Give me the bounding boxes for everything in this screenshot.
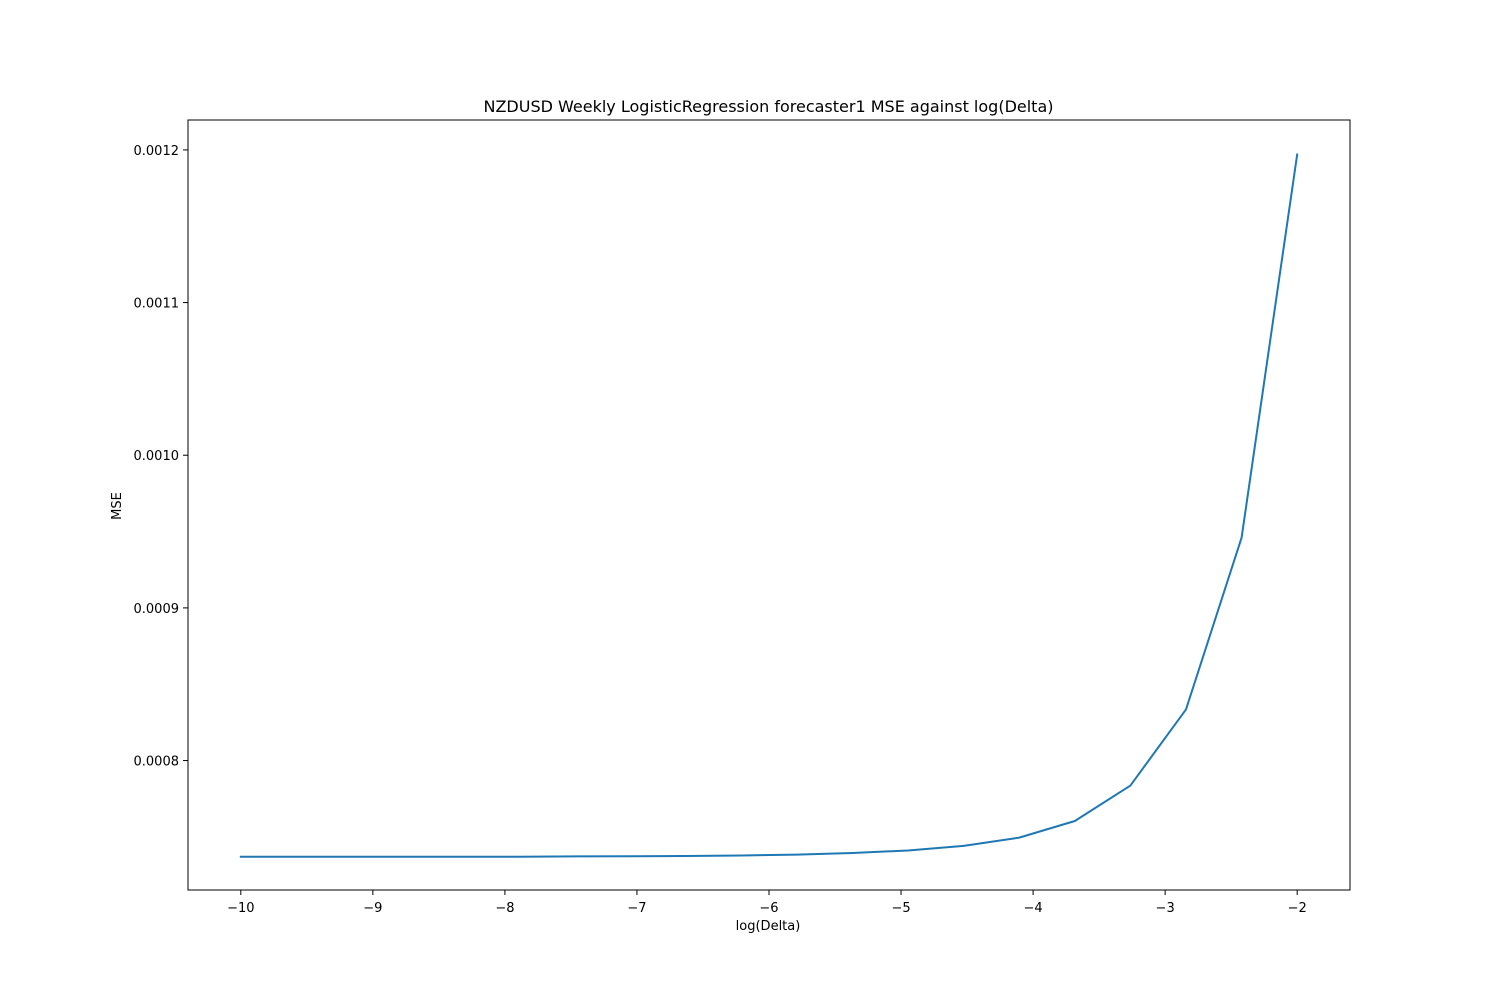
chart-title: NZDUSD Weekly LogisticRegression forecas… [484,97,1054,116]
plot-frame [187,119,1351,891]
x-axis-label: log(Delta) [736,919,801,934]
series-line-0 [239,153,1299,858]
y-tick-label: 0.0009 [134,602,180,617]
y-tick-label: 0.0008 [134,755,180,770]
x-axis: −10 −9 −8 −7 −6 −5 −4 −3 −2 [227,890,1307,916]
x-tick-label: −5 [891,901,910,916]
plot-area [187,119,1351,891]
x-tick-label: −4 [1024,901,1043,916]
x-tick-label: −8 [495,901,514,916]
x-tick-label: −9 [363,901,382,916]
x-tick-label: −7 [627,901,646,916]
x-tick-label: −2 [1288,901,1307,916]
y-tick-label: 0.0011 [134,297,180,312]
y-axis-label: MSE [110,492,125,520]
x-tick-label: −6 [759,901,778,916]
y-tick-label: 0.0012 [134,144,180,159]
x-tick-label: −10 [227,901,254,916]
series-layer [239,153,1299,858]
y-tick-label: 0.0010 [134,449,180,464]
y-axis: 0.0008 0.0009 0.0010 0.0011 0.0012 [134,144,188,770]
x-tick-label: −3 [1156,901,1175,916]
